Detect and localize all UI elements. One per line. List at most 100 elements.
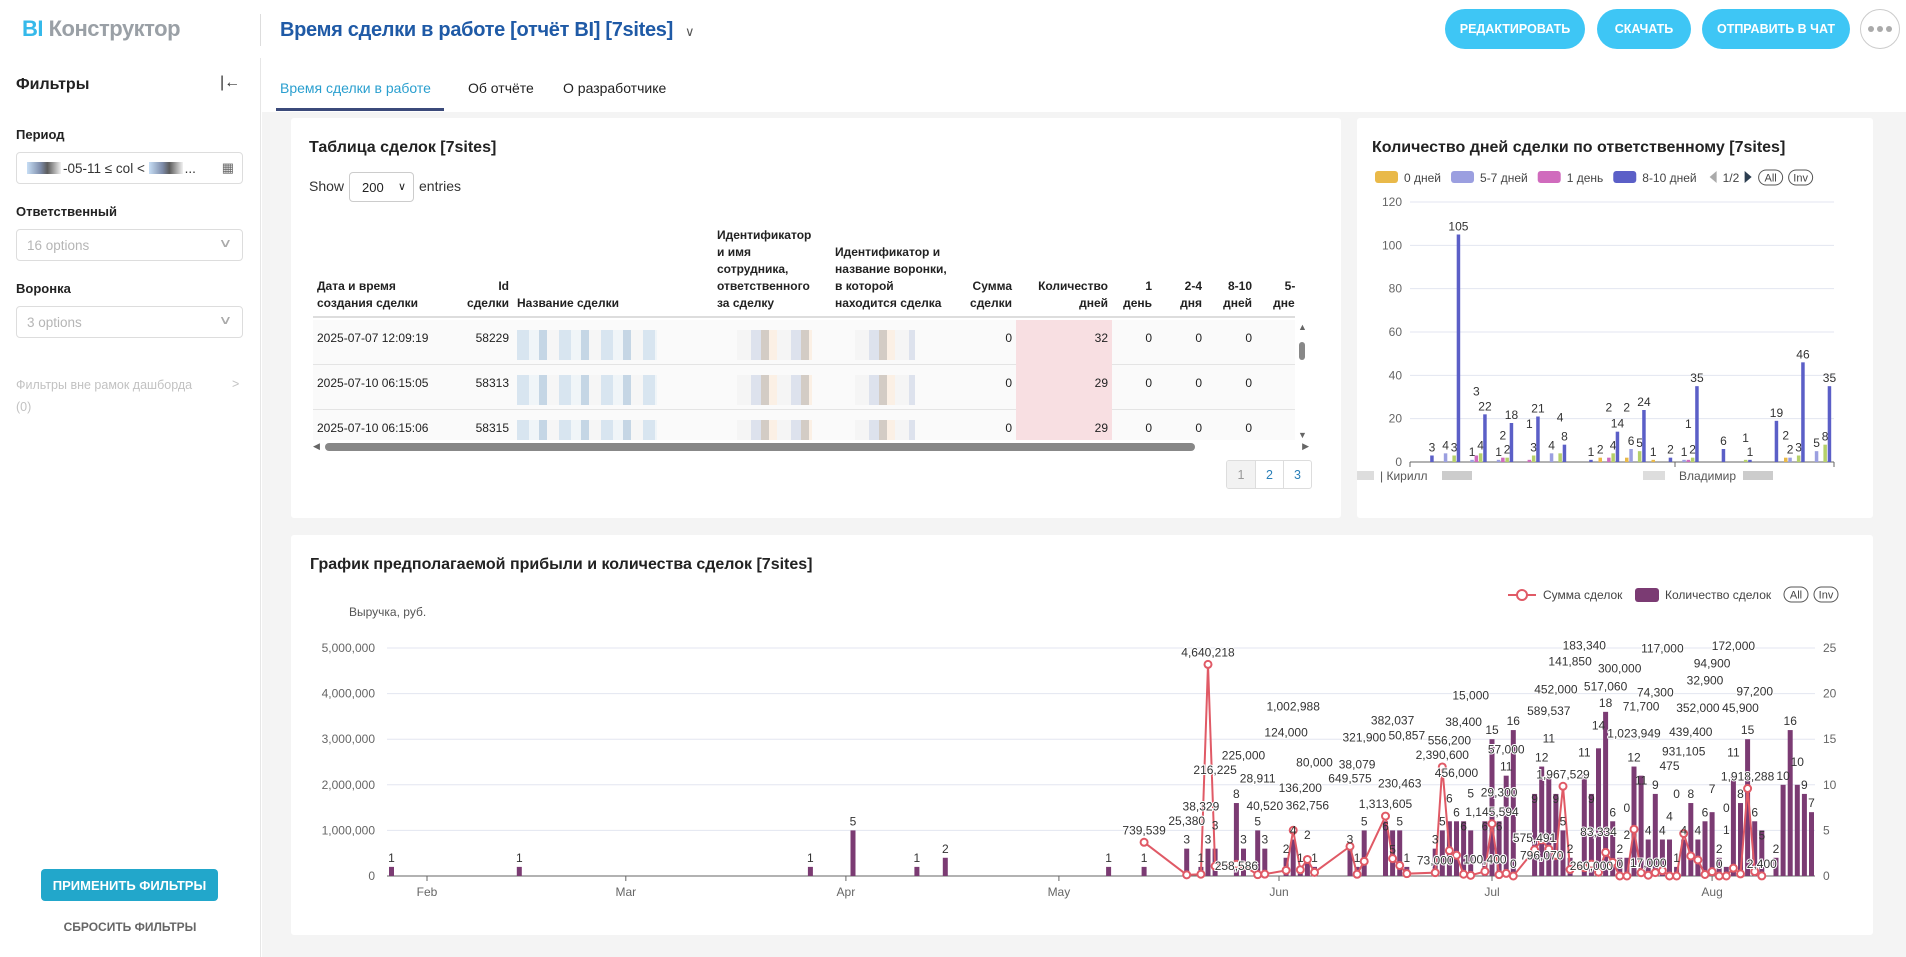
- count-bar[interactable]: [1482, 821, 1488, 876]
- bar[interactable]: [1527, 459, 1532, 462]
- sum-point[interactable]: [1700, 869, 1710, 879]
- count-bar[interactable]: [1659, 839, 1665, 876]
- sum-point[interactable]: [1601, 847, 1611, 857]
- count-bar[interactable]: [1596, 748, 1601, 876]
- count-bar[interactable]: [1532, 793, 1538, 876]
- bar[interactable]: [1686, 459, 1691, 462]
- count-bar[interactable]: [1773, 857, 1779, 876]
- bar[interactable]: [1651, 459, 1656, 462]
- collapse-sidebar-icon[interactable]: |←: [220, 74, 241, 91]
- chevron-down-icon[interactable]: ∨: [685, 24, 695, 39]
- bar[interactable]: [1478, 453, 1483, 462]
- legend-item[interactable]: 1 день: [1537, 171, 1604, 185]
- count-bar[interactable]: [1702, 821, 1708, 876]
- bar[interactable]: [1629, 449, 1633, 462]
- count-bar[interactable]: [1546, 775, 1552, 876]
- bar[interactable]: [1607, 457, 1611, 462]
- count-bar[interactable]: [1304, 857, 1310, 876]
- bar[interactable]: [1505, 457, 1509, 462]
- column-header[interactable]: Дата и время создания сделки: [317, 279, 419, 310]
- sum-point[interactable]: [1629, 824, 1639, 834]
- count-bar[interactable]: [1787, 730, 1793, 876]
- bar[interactable]: [1598, 457, 1603, 462]
- sum-point[interactable]: [1494, 870, 1504, 880]
- count-bar[interactable]: [1503, 775, 1509, 876]
- sum-point[interactable]: [1558, 781, 1568, 791]
- download-button[interactable]: СКАЧАТЬ: [1597, 9, 1691, 49]
- sum-point[interactable]: [1444, 846, 1454, 856]
- sum-point[interactable]: [1345, 841, 1355, 851]
- sum-point[interactable]: [1622, 871, 1632, 881]
- count-bar[interactable]: [1255, 830, 1261, 876]
- bar[interactable]: [1474, 455, 1479, 463]
- page-2-button[interactable]: 2: [1255, 461, 1283, 488]
- count-bar[interactable]: [1461, 821, 1467, 876]
- column-header[interactable]: Количество дней: [1038, 279, 1108, 310]
- count-bar[interactable]: [1780, 784, 1786, 876]
- sum-point[interactable]: [1139, 837, 1149, 847]
- count-bar[interactable]: [1205, 848, 1211, 876]
- legend-toggle-all[interactable]: All: [1790, 590, 1802, 602]
- sum-point[interactable]: [1281, 865, 1291, 875]
- table-row[interactable]: 2025-07-07 12:09:19 58229 0 32 0 0 0: [313, 320, 1295, 365]
- legend-item-bar[interactable]: Количество сделок: [1635, 588, 1772, 602]
- count-bar[interactable]: [1262, 848, 1268, 876]
- count-bar[interactable]: [1141, 866, 1147, 876]
- sum-point[interactable]: [1608, 857, 1618, 867]
- bar[interactable]: [1748, 459, 1752, 462]
- count-bar[interactable]: [807, 866, 813, 876]
- bar[interactable]: [1743, 459, 1748, 462]
- bar[interactable]: [1801, 362, 1805, 462]
- bar[interactable]: [1668, 457, 1673, 462]
- bar[interactable]: [1536, 416, 1540, 463]
- legend-toggle-inv[interactable]: Inv: [1793, 173, 1808, 185]
- reset-filters-button[interactable]: СБРОСИТЬ ФИЛЬТРЫ: [63, 920, 197, 934]
- count-bar[interactable]: [1723, 866, 1729, 876]
- count-bar[interactable]: [1752, 821, 1758, 876]
- sum-point[interactable]: [1295, 865, 1305, 875]
- bar[interactable]: [1637, 451, 1642, 462]
- count-bar[interactable]: [1716, 857, 1722, 876]
- edit-button[interactable]: РЕДАКТИРОВАТЬ: [1445, 9, 1585, 49]
- sum-point[interactable]: [1643, 870, 1653, 880]
- tab-about-developer[interactable]: О разработчике: [563, 80, 667, 96]
- bar[interactable]: [1774, 420, 1779, 462]
- column-header[interactable]: 2-4 дня: [1180, 279, 1202, 310]
- bar[interactable]: [1690, 457, 1695, 462]
- legend-item-line[interactable]: Сумма сделок: [1508, 588, 1623, 602]
- outside-filters-link[interactable]: Фильтры вне рамок дашборда >: [16, 377, 240, 392]
- count-bar[interactable]: [1468, 830, 1474, 876]
- count-bar[interactable]: [389, 866, 394, 876]
- sum-point[interactable]: [1487, 819, 1497, 829]
- count-bar[interactable]: [1553, 793, 1559, 876]
- sum-point[interactable]: [1750, 867, 1760, 877]
- sum-point[interactable]: [1665, 871, 1674, 881]
- sum-point[interactable]: [1210, 861, 1220, 871]
- sum-point[interactable]: [1636, 868, 1646, 878]
- count-bar[interactable]: [1496, 821, 1502, 876]
- bar[interactable]: [1456, 234, 1461, 463]
- sum-point[interactable]: [1728, 863, 1738, 873]
- sum-point[interactable]: [1480, 866, 1490, 876]
- column-header[interactable]: Название сделки: [517, 296, 619, 310]
- bar[interactable]: [1721, 449, 1726, 462]
- column-header[interactable]: 8-10 дней: [1223, 279, 1252, 310]
- sum-point[interactable]: [1430, 868, 1440, 878]
- sum-point[interactable]: [1672, 871, 1682, 881]
- sum-point[interactable]: [1196, 869, 1206, 879]
- count-bar[interactable]: [1617, 857, 1623, 876]
- count-bar[interactable]: [1652, 793, 1658, 876]
- bar[interactable]: [1682, 459, 1686, 462]
- bar[interactable]: [1625, 457, 1629, 462]
- sum-point[interactable]: [1288, 825, 1298, 835]
- sum-point[interactable]: [1508, 871, 1518, 881]
- sum-point[interactable]: [1388, 854, 1398, 864]
- legend-item[interactable]: 0 дней: [1375, 171, 1441, 185]
- bar[interactable]: [1549, 453, 1554, 462]
- count-bar[interactable]: [1588, 793, 1594, 876]
- legend-item[interactable]: 8-10 дней: [1613, 171, 1697, 185]
- logo[interactable]: BI Конструктор: [22, 16, 181, 41]
- count-bar[interactable]: [850, 830, 856, 876]
- tab-deal-time[interactable]: Время сделки в работе: [280, 80, 431, 96]
- bar[interactable]: [1642, 410, 1646, 462]
